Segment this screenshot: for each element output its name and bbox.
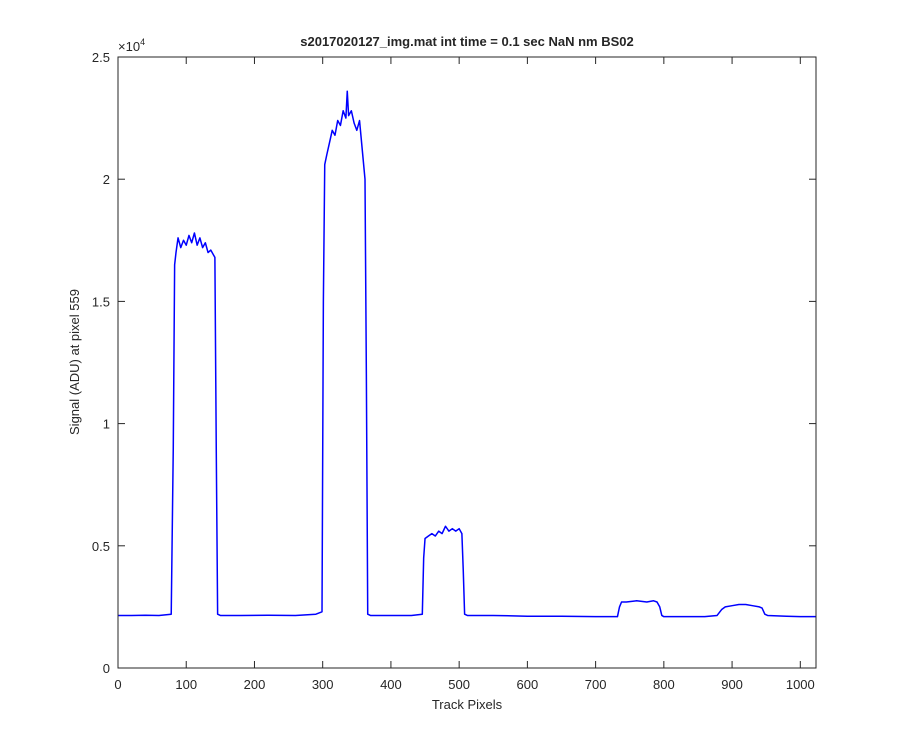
x-tick-label: 0 — [114, 677, 121, 692]
x-tick-label: 400 — [380, 677, 402, 692]
x-tick-label: 300 — [312, 677, 334, 692]
y-tick-label: 2 — [103, 172, 110, 187]
y-tick-label: 0.5 — [92, 539, 110, 554]
y-tick-label: 1.5 — [92, 294, 110, 309]
x-tick-label: 600 — [517, 677, 539, 692]
x-tick-label: 1000 — [786, 677, 815, 692]
x-tick-label: 700 — [585, 677, 607, 692]
y-scale-base: ×10 — [118, 39, 140, 54]
x-tick-label: 500 — [448, 677, 470, 692]
y-tick-label: 0 — [103, 661, 110, 676]
y-axis-label: Signal (ADU) at pixel 559 — [67, 289, 82, 435]
y-tick-label: 1 — [103, 417, 110, 432]
x-axis-label: Track Pixels — [432, 697, 503, 712]
y-scale-exponent: 4 — [140, 37, 145, 47]
plot-frame — [117, 56, 817, 669]
y-tick-label: 2.5 — [92, 50, 110, 65]
x-tick-label: 900 — [721, 677, 743, 692]
y-scale-label: ×104 — [118, 37, 145, 54]
data-line — [118, 90, 816, 618]
x-tick-label: 100 — [175, 677, 197, 692]
chart-title: s2017020127_img.mat int time = 0.1 sec N… — [300, 34, 634, 49]
x-tick-label: 800 — [653, 677, 675, 692]
x-tick-label: 200 — [244, 677, 266, 692]
